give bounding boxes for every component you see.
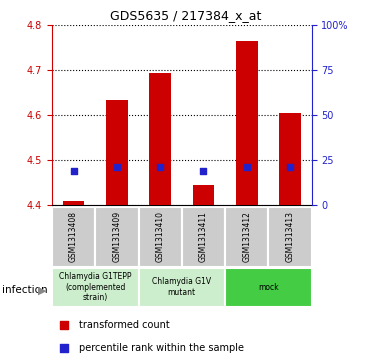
Bar — [279, 113, 301, 205]
Text: GSM1313410: GSM1313410 — [156, 211, 165, 262]
Text: GSM1313413: GSM1313413 — [286, 211, 295, 262]
Bar — [138, 207, 182, 267]
Point — [70, 168, 76, 174]
Bar — [106, 99, 128, 205]
Bar — [95, 207, 138, 267]
Point — [157, 164, 163, 170]
Point — [200, 168, 206, 174]
Bar — [225, 207, 268, 267]
Point — [244, 164, 250, 170]
Bar — [182, 207, 225, 267]
Text: Chlamydia G1V
mutant: Chlamydia G1V mutant — [152, 277, 211, 297]
Text: GDS5635 / 217384_x_at: GDS5635 / 217384_x_at — [110, 9, 261, 22]
Point — [287, 164, 293, 170]
Text: transformed count: transformed count — [79, 320, 170, 330]
Bar — [138, 268, 225, 307]
Text: Chlamydia G1TEPP
(complemented
strain): Chlamydia G1TEPP (complemented strain) — [59, 272, 131, 302]
Text: infection: infection — [2, 285, 47, 295]
Text: percentile rank within the sample: percentile rank within the sample — [79, 343, 244, 353]
Text: GSM1313408: GSM1313408 — [69, 211, 78, 262]
Text: GSM1313412: GSM1313412 — [242, 211, 251, 262]
Bar — [268, 207, 312, 267]
Point — [305, 200, 311, 205]
Bar — [52, 207, 95, 267]
Text: ▶: ▶ — [38, 285, 46, 295]
Text: mock: mock — [258, 283, 279, 291]
Bar — [52, 268, 138, 307]
Bar — [236, 41, 257, 205]
Text: GSM1313409: GSM1313409 — [112, 211, 121, 262]
Bar — [193, 185, 214, 205]
Point — [114, 164, 120, 170]
Bar — [225, 268, 312, 307]
Bar — [63, 201, 85, 205]
Text: GSM1313411: GSM1313411 — [199, 211, 208, 262]
Bar — [150, 73, 171, 205]
